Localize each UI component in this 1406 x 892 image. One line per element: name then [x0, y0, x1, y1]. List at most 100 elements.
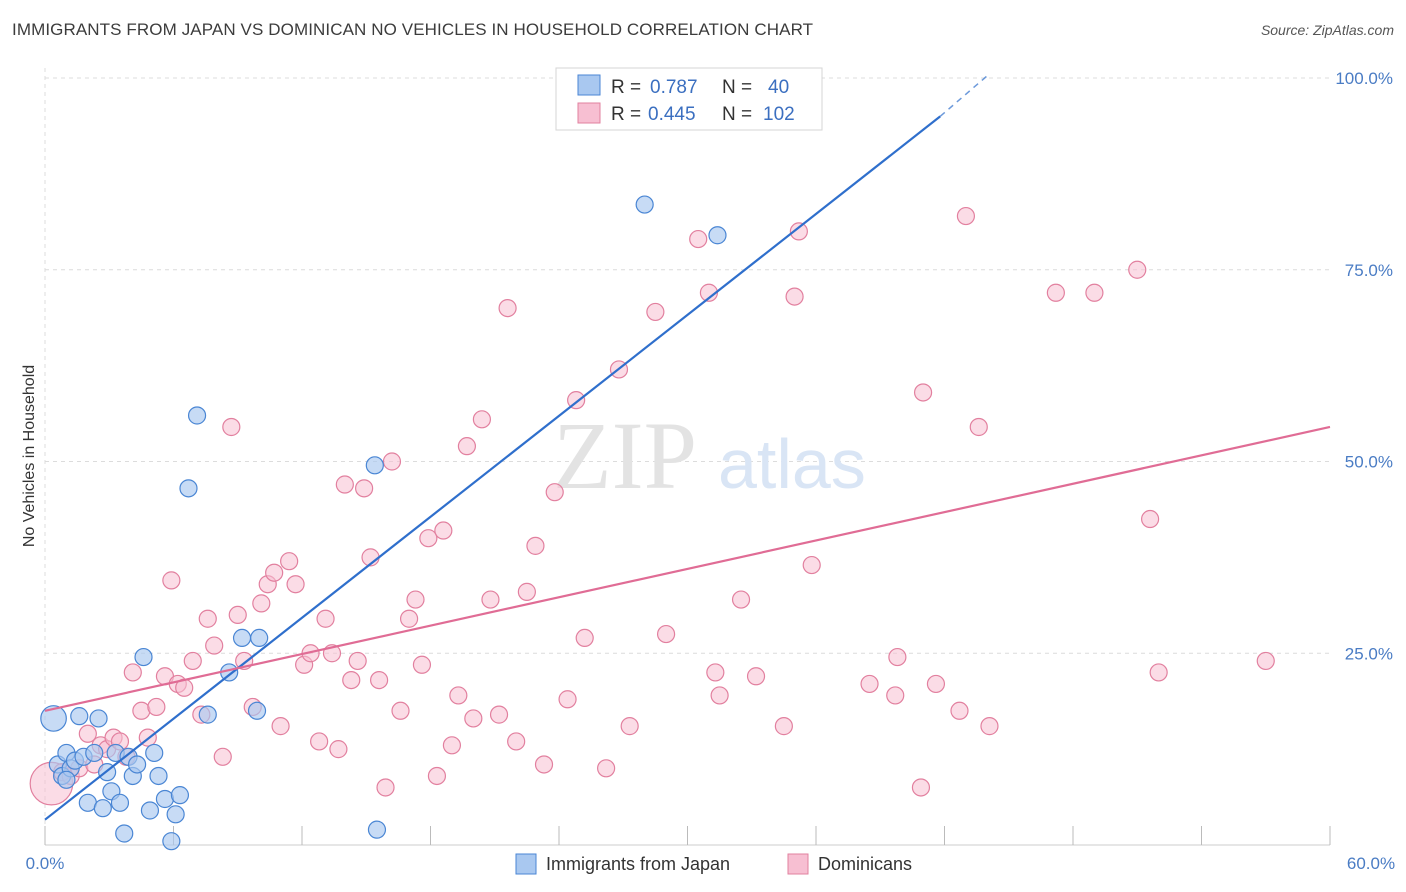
- dominicans-point: [265, 563, 284, 582]
- bottom-legend-swatch-dominicans: [787, 853, 809, 875]
- bottom-legend-swatch-japan: [515, 853, 537, 875]
- japan-point: [365, 456, 384, 475]
- dominicans-point: [498, 299, 517, 318]
- japan-point: [232, 628, 252, 648]
- dominicans-point: [489, 705, 509, 724]
- dominicans-point: [472, 410, 491, 429]
- japan-point: [635, 195, 654, 214]
- dominicans-point: [329, 740, 348, 759]
- watermark: ZIP atlas: [553, 402, 866, 509]
- dominicans-point: [774, 717, 793, 736]
- dominicans-point: [399, 609, 419, 628]
- dominicans-point: [271, 717, 290, 736]
- japan-point: [85, 743, 104, 763]
- dominicans-point: [162, 571, 181, 590]
- dominicans-point: [205, 636, 224, 655]
- dominicans-point: [370, 670, 389, 690]
- legend-r-label-japan: R =: [611, 77, 641, 98]
- bottom-legend-label-japan: Immigrants from Japan: [546, 854, 730, 874]
- dominicans-point: [280, 552, 299, 571]
- dominicans-point: [888, 647, 907, 667]
- series-japan-points: [40, 195, 727, 851]
- dominicans-point: [746, 667, 766, 686]
- series-legend: Immigrants from Japan Dominicans: [515, 853, 912, 875]
- trend-lines: [44, 75, 1331, 821]
- y-axis-tick-labels: 25.0% 50.0% 75.0% 100.0%: [1335, 69, 1393, 663]
- legend-swatch-japan: [577, 74, 601, 96]
- japan-point: [57, 770, 76, 789]
- japan-point: [247, 701, 267, 720]
- japan-point: [40, 705, 67, 732]
- japan-point: [93, 799, 112, 818]
- dominicans-point: [969, 417, 988, 437]
- dominicans-point: [534, 755, 554, 774]
- dominicans-point: [376, 778, 395, 797]
- dominicans-point: [1149, 663, 1168, 682]
- dominicans-point: [457, 437, 477, 456]
- dominicans-point: [310, 732, 329, 751]
- dominicans-point: [213, 747, 232, 766]
- chart-source: Source: ZipAtlas.com: [1260, 22, 1394, 38]
- x-axis-ticks: [44, 826, 1331, 845]
- chart-title: IMMIGRANTS FROM JAPAN VS DOMINICAN NO VE…: [12, 20, 814, 39]
- japan-point: [149, 766, 168, 786]
- dominicans-point: [526, 536, 545, 555]
- dominicans-point: [911, 778, 931, 797]
- dominicans-point: [355, 479, 374, 498]
- dominicans-point: [913, 383, 933, 402]
- legend-n-value-dominicans: 102: [763, 104, 795, 125]
- dominicans-point: [391, 701, 410, 720]
- japan-point: [110, 793, 130, 812]
- legend-r-value-japan: 0.787: [650, 77, 698, 98]
- dominicans-point: [198, 609, 217, 628]
- dominicans-point: [183, 651, 202, 671]
- dominicans-point: [342, 670, 361, 690]
- japan-point: [367, 820, 387, 839]
- series-dominicans-points: [29, 206, 1275, 806]
- dominicans-point: [335, 475, 354, 494]
- dominicans-point: [419, 529, 438, 548]
- dominicans-point: [382, 452, 402, 471]
- dominicans-point: [789, 222, 808, 241]
- dominicans-point: [802, 555, 821, 575]
- dominicans-point: [434, 521, 453, 540]
- dominicans-point: [656, 624, 676, 644]
- japan-point: [70, 707, 89, 726]
- y-tick-label-100: 100.0%: [1335, 69, 1393, 88]
- japan-point: [708, 226, 727, 245]
- dominicans-point: [1256, 651, 1275, 671]
- japan-point: [145, 743, 164, 763]
- dominicans-point: [132, 701, 151, 720]
- japan-trend-line-extension: [939, 75, 988, 117]
- dominicans-point: [886, 686, 905, 705]
- japan-point: [140, 801, 160, 820]
- dominicans-point: [464, 709, 483, 728]
- dominicans-point: [980, 717, 999, 736]
- dominicans-point: [481, 590, 500, 609]
- dominicans-point: [123, 663, 142, 682]
- japan-point: [170, 786, 190, 805]
- dominicans-point: [597, 759, 616, 778]
- japan-point: [89, 709, 108, 728]
- x-tick-label-max: 60.0%: [1347, 854, 1395, 873]
- japan-point: [134, 647, 153, 667]
- dominicans-point: [575, 628, 594, 648]
- dominicans-point: [956, 206, 976, 226]
- japan-point: [198, 705, 217, 724]
- japan-trend-line: [44, 115, 941, 821]
- dominicans-point: [222, 417, 241, 437]
- dominicans-point: [860, 674, 879, 694]
- dominicans-point: [558, 690, 577, 709]
- dominicans-point: [228, 605, 247, 625]
- dominicans-point: [706, 663, 725, 682]
- dominicans-point: [406, 590, 425, 609]
- bottom-legend-label-dominicans: Dominicans: [818, 854, 912, 874]
- dominicans-point: [442, 736, 462, 755]
- dominicans-point: [1140, 509, 1160, 529]
- dominicans-point: [348, 651, 367, 671]
- dominicans-point: [517, 582, 536, 601]
- dominicans-point: [646, 302, 665, 322]
- japan-point: [127, 755, 147, 774]
- dominicans-point: [689, 229, 708, 249]
